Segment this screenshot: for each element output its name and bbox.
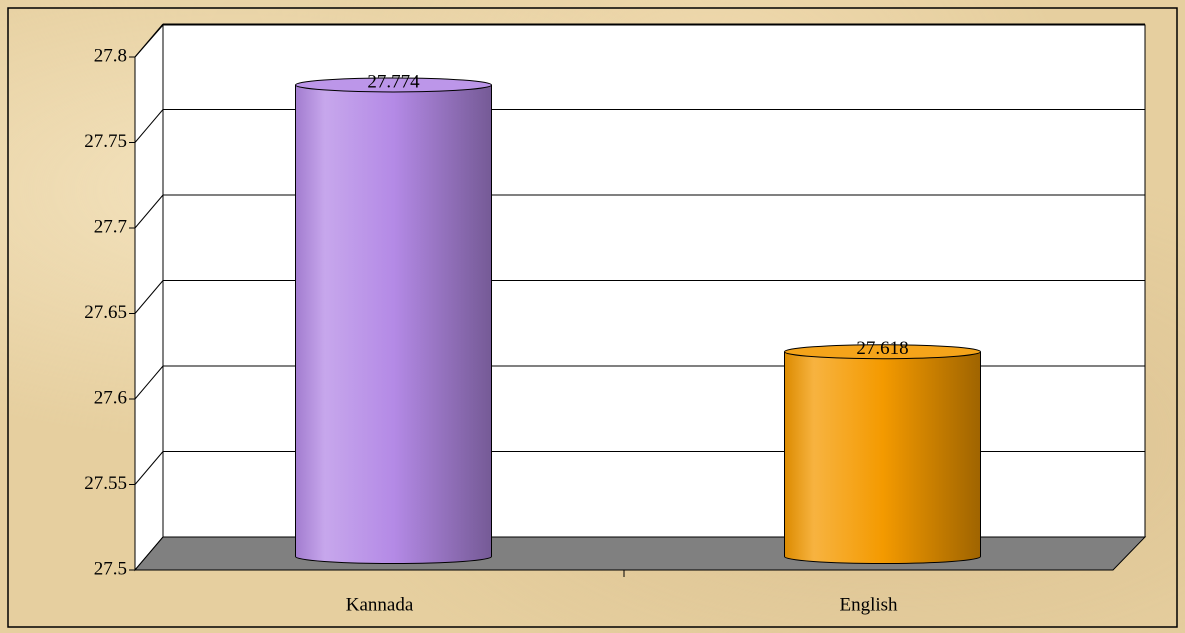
floor — [133, 536, 1147, 571]
y-tick-label: 27.65 — [84, 302, 127, 323]
bar-top — [784, 344, 981, 360]
grid-line — [134, 109, 164, 143]
bar — [295, 84, 492, 557]
y-tick-label: 27.75 — [84, 131, 127, 152]
y-tick-label: 27.6 — [94, 387, 127, 408]
grid-line — [134, 194, 164, 229]
x-tick-label: Kannada — [346, 594, 414, 615]
grid-line — [134, 280, 164, 314]
y-tick-label: 27.55 — [84, 473, 127, 494]
value-label: 27.618 — [856, 338, 908, 359]
y-tick-label: 27.5 — [94, 558, 127, 579]
y-tick-label: 27.8 — [94, 45, 127, 66]
x-tick-label: English — [839, 594, 898, 615]
chart-border — [7, 7, 1178, 628]
bar-top — [295, 77, 492, 93]
grid-line — [134, 365, 164, 400]
grid-line — [134, 451, 164, 485]
y-tick-label: 27.7 — [94, 216, 127, 237]
value-label: 27.774 — [367, 71, 420, 92]
bar — [784, 351, 981, 557]
grid-line — [134, 23, 164, 58]
